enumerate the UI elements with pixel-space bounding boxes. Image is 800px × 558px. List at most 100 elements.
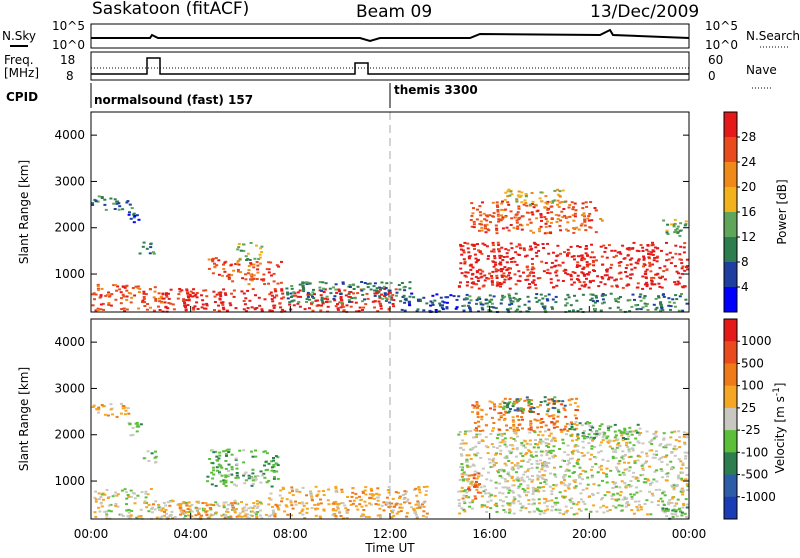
power-cell bbox=[495, 204, 499, 207]
velocity-cell bbox=[527, 468, 531, 470]
velocity-cell bbox=[573, 445, 577, 448]
velocity-cell bbox=[570, 497, 574, 500]
power-cell bbox=[321, 300, 325, 303]
velocity-cell bbox=[517, 494, 521, 497]
power-cell bbox=[103, 203, 107, 206]
velocity-cell bbox=[91, 406, 95, 408]
power-cell bbox=[633, 298, 636, 301]
power-cell bbox=[655, 273, 659, 276]
power-cell bbox=[549, 200, 553, 203]
power-cell bbox=[288, 301, 292, 304]
velocity-cell bbox=[685, 483, 689, 486]
power-cell bbox=[525, 204, 529, 207]
power-cell bbox=[548, 225, 552, 228]
power-cell bbox=[213, 266, 217, 269]
velocity-cell bbox=[230, 508, 234, 511]
velocity-cell bbox=[458, 512, 462, 515]
power-cell bbox=[550, 261, 554, 264]
power-cell bbox=[530, 211, 534, 214]
velocity-cell bbox=[510, 450, 514, 453]
velocity-cell bbox=[591, 493, 594, 495]
power-cell bbox=[632, 241, 636, 244]
power-cell bbox=[337, 290, 341, 293]
power-cell bbox=[143, 305, 147, 307]
power-cell bbox=[630, 305, 634, 308]
velocity-cell bbox=[637, 500, 641, 503]
power-cell bbox=[553, 189, 557, 192]
power-cell bbox=[475, 283, 479, 286]
velocity-cell bbox=[504, 495, 508, 498]
velocity-cell bbox=[523, 489, 527, 492]
power-cell bbox=[511, 257, 515, 259]
velocity-cell bbox=[501, 504, 505, 507]
velocity-cell bbox=[553, 422, 557, 425]
velocity-cell bbox=[682, 431, 686, 434]
velocity-cell bbox=[506, 411, 510, 414]
velocity-colorbar-tick-label: 1000 bbox=[741, 334, 772, 348]
power-cell bbox=[546, 268, 550, 271]
velocity-cell bbox=[246, 513, 250, 516]
power-cell bbox=[385, 298, 389, 301]
velocity-cell bbox=[601, 458, 605, 461]
velocity-cell bbox=[516, 467, 520, 470]
velocity-cell bbox=[309, 491, 313, 494]
velocity-cell bbox=[462, 442, 465, 445]
velocity-cell bbox=[289, 499, 293, 502]
power-cell bbox=[361, 309, 364, 311]
power-cell bbox=[644, 276, 648, 279]
power-cell bbox=[398, 288, 402, 291]
power-cell bbox=[600, 276, 604, 278]
power-cell bbox=[217, 259, 221, 262]
velocity-cell bbox=[508, 410, 512, 413]
power-cell bbox=[599, 245, 603, 248]
velocity-cell bbox=[345, 517, 349, 520]
velocity-cell bbox=[489, 507, 493, 510]
velocity-cell bbox=[665, 443, 669, 446]
velocity-cell bbox=[503, 443, 507, 446]
power-cell bbox=[494, 268, 498, 271]
velocity-cell bbox=[663, 494, 667, 497]
velocity-cell bbox=[583, 503, 587, 505]
velocity-cell bbox=[612, 439, 616, 442]
power-cell bbox=[146, 303, 150, 305]
power-cell bbox=[588, 226, 592, 229]
power-cell bbox=[512, 226, 516, 229]
velocity-cell bbox=[507, 503, 511, 506]
power-cell bbox=[472, 282, 476, 285]
velocity-cell bbox=[517, 500, 521, 503]
velocity-cell bbox=[599, 498, 603, 501]
power-cell bbox=[383, 293, 387, 296]
velocity-cell bbox=[133, 497, 137, 500]
power-cell bbox=[676, 283, 680, 286]
velocity-cell bbox=[498, 475, 502, 477]
power-cell bbox=[388, 301, 392, 304]
power-cell bbox=[476, 243, 479, 246]
power-cell bbox=[509, 242, 513, 245]
velocity-cell bbox=[457, 433, 461, 436]
velocity-cell bbox=[333, 512, 337, 515]
velocity-cell bbox=[226, 508, 230, 510]
velocity-cell bbox=[505, 429, 509, 432]
power-cell bbox=[317, 304, 321, 307]
velocity-cell bbox=[109, 408, 113, 411]
power-cell bbox=[660, 286, 664, 289]
velocity-cell bbox=[643, 503, 647, 505]
power-cell bbox=[515, 219, 519, 222]
power-cell bbox=[543, 206, 547, 209]
power-cell bbox=[493, 255, 497, 258]
power-cell bbox=[232, 295, 236, 298]
velocity-cell bbox=[562, 407, 566, 410]
velocity-cell bbox=[677, 477, 681, 480]
velocity-cell bbox=[93, 511, 97, 514]
velocity-cell bbox=[594, 463, 598, 465]
velocity-cell bbox=[671, 516, 675, 518]
velocity-cell bbox=[635, 505, 639, 508]
velocity-cell bbox=[251, 482, 255, 485]
velocity-cell bbox=[254, 455, 258, 458]
velocity-cell bbox=[673, 445, 677, 448]
power-cell bbox=[508, 295, 512, 298]
power-cell bbox=[603, 274, 607, 277]
velocity-cell bbox=[466, 466, 470, 469]
power-cell bbox=[524, 194, 528, 197]
velocity-cell bbox=[459, 447, 463, 450]
